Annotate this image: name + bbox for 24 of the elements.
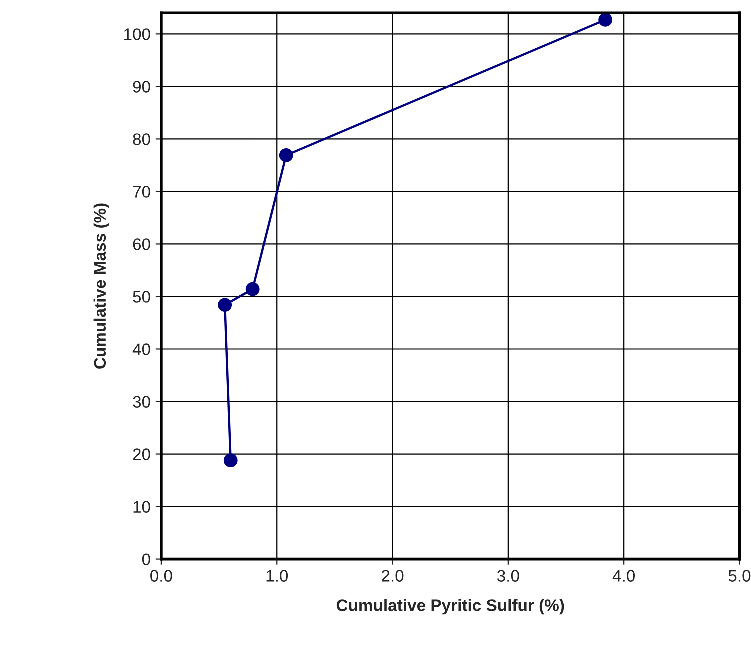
x-tick-label: 0.0 — [150, 570, 172, 582]
point — [279, 148, 294, 162]
y-tick-label: 90 — [133, 81, 150, 93]
y-tick-label: 40 — [132, 344, 150, 356]
x-tick-label: 2.0 — [382, 570, 404, 582]
y-axis-title: Cumulative Mass (%) — [94, 204, 110, 369]
point — [246, 282, 260, 296]
x-tick-label: 4.0 — [612, 570, 636, 582]
y-tick-label: 60 — [133, 238, 150, 250]
x-tick-label: 5.0 — [728, 570, 751, 582]
y-tick-label: 80 — [133, 134, 150, 146]
y-tick-label: 20 — [133, 448, 150, 460]
point — [224, 454, 238, 468]
y-tick-label: 0 — [142, 554, 150, 566]
y-tick-label: 70 — [133, 186, 150, 198]
x-tick-label: 1.0 — [266, 570, 288, 582]
point — [218, 298, 232, 312]
x-axis-title: Cumulative Pyritic Sulfur (%) — [336, 599, 564, 615]
y-tick-label: 50 — [133, 291, 150, 303]
y-tick-label: 30 — [133, 396, 150, 408]
point — [598, 13, 613, 27]
y-tick-label: 10 — [134, 501, 150, 513]
x-tick-label: 3.0 — [497, 570, 520, 582]
y-tick-label: 100 — [124, 28, 150, 40]
